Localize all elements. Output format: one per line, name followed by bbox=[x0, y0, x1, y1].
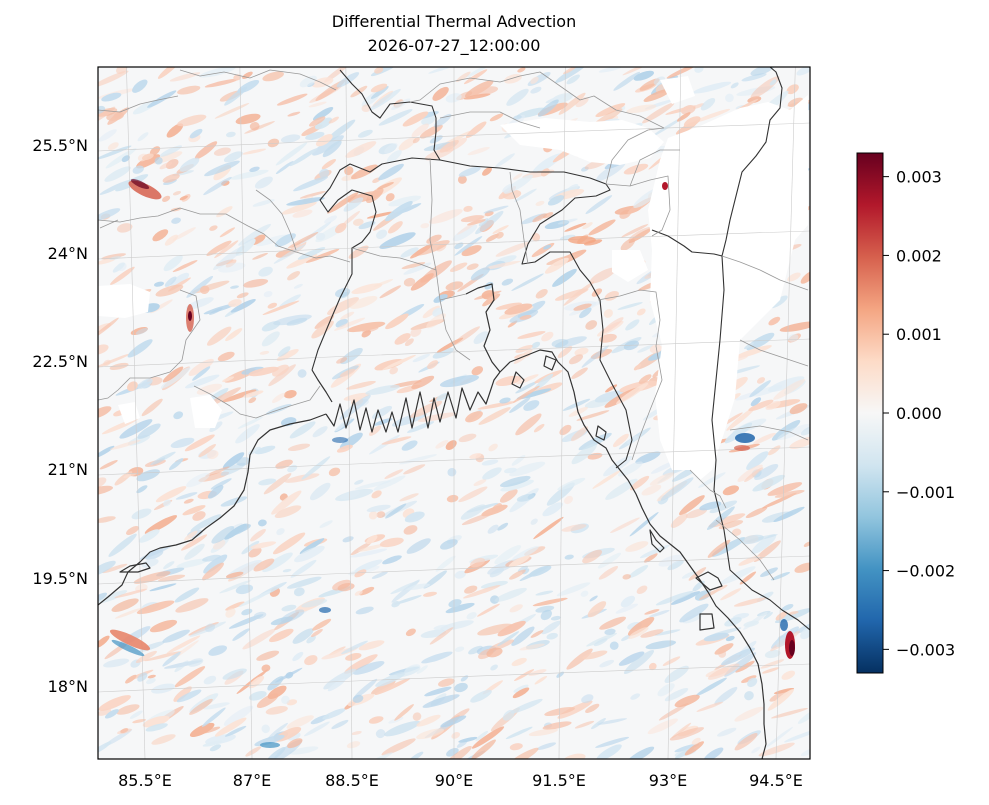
longitude-labels: 85.5°E 87°E 88.5°E 90°E 91.5°E 93°E 94.5°E bbox=[118, 771, 803, 790]
colorbar-tick-label: −0.003 bbox=[896, 640, 955, 659]
colorbar-tick-label: −0.002 bbox=[896, 562, 955, 581]
meridian-line bbox=[667, 67, 682, 759]
national-borders bbox=[311, 67, 810, 631]
colorbar-tick-label: 0.001 bbox=[896, 325, 942, 344]
latitude-label: 25.5°N bbox=[32, 136, 88, 155]
longitude-label: 93°E bbox=[649, 771, 687, 790]
meridian-line bbox=[558, 67, 566, 759]
missing-data-regions bbox=[98, 76, 808, 480]
latitude-label: 19.5°N bbox=[32, 569, 88, 588]
latitude-label: 18°N bbox=[48, 677, 88, 696]
advection-features bbox=[109, 178, 795, 748]
colorbar-tick-label: 0.000 bbox=[896, 404, 942, 423]
latitude-label: 24°N bbox=[48, 244, 88, 263]
colorbar-tick-label: 0.002 bbox=[896, 246, 942, 265]
longitude-label: 85.5°E bbox=[118, 771, 172, 790]
state-borders bbox=[98, 69, 809, 581]
map-timestamp: 2026-07-27_12:00:00 bbox=[367, 36, 541, 55]
coastline bbox=[98, 283, 767, 759]
latitude-label: 21°N bbox=[48, 460, 88, 479]
longitude-label: 94.5°E bbox=[749, 771, 803, 790]
colorbar-gradient bbox=[856, 152, 884, 674]
longitude-label: 88.5°E bbox=[325, 771, 379, 790]
map-frame bbox=[97, 66, 811, 760]
plot-area bbox=[98, 67, 810, 759]
latitude-label: 22.5°N bbox=[32, 352, 88, 371]
gridlines bbox=[98, 67, 810, 759]
longitude-label: 90°E bbox=[435, 771, 473, 790]
latitude-labels: 25.5°N 24°N 22.5°N 21°N 19.5°N 18°N bbox=[32, 136, 88, 696]
meridian-line bbox=[345, 67, 353, 759]
colorbar-tick-label: −0.001 bbox=[896, 483, 955, 502]
map-title: Differential Thermal Advection bbox=[331, 12, 577, 31]
meridian-line bbox=[775, 67, 796, 759]
longitude-label: 91.5°E bbox=[532, 771, 586, 790]
longitude-label: 87°E bbox=[233, 771, 271, 790]
meridian-line bbox=[239, 67, 253, 759]
colorbar: 0.003 0.002 0.001 0.000 −0.001 −0.002 −0.003 bbox=[856, 152, 955, 674]
colorbar-ticks: 0.003 0.002 0.001 0.000 −0.001 −0.002 −0.003 bbox=[883, 168, 955, 659]
colorbar-tick-label: 0.003 bbox=[896, 168, 942, 187]
